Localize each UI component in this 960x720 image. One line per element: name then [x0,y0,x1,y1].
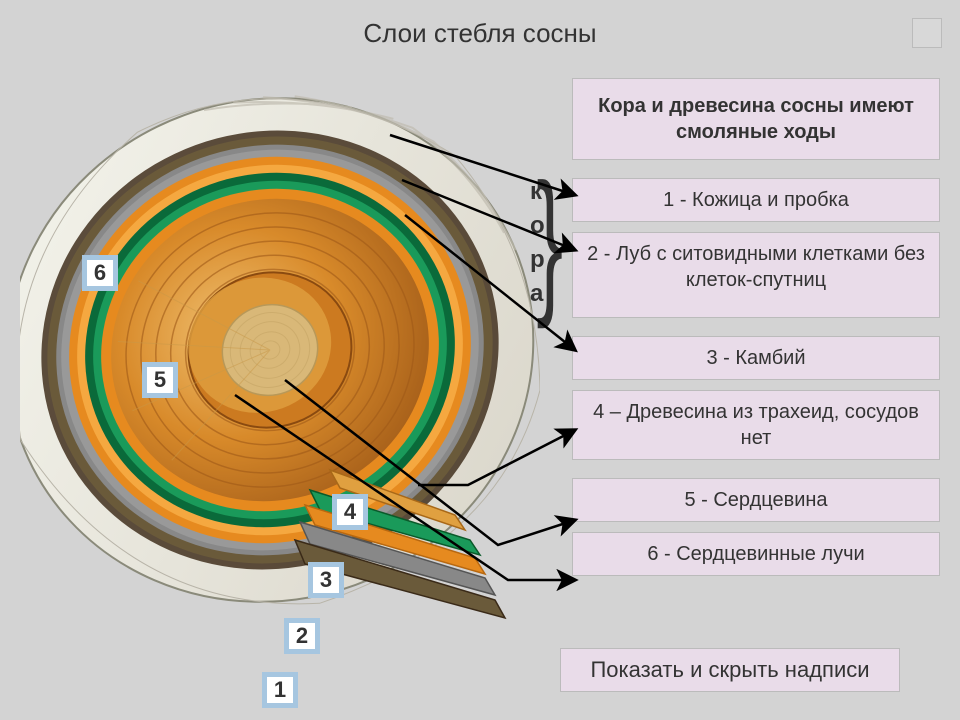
toggle-labels-button[interactable]: Показать и скрыть надписи [560,648,900,692]
kora-letter-a: а [530,280,543,308]
badge-2: 2 [284,618,320,654]
badge-4: 4 [332,494,368,530]
callout-1: 1 - Кожица и пробка [572,178,940,222]
callout-6: 6 - Сердцевинные лучи [572,532,940,576]
callout-3: 3 - Камбий [572,336,940,380]
kora-letter-k: к [530,178,542,206]
badge-1: 1 [262,672,298,708]
stem-diagram [20,60,540,680]
callout-column: Кора и древесина сосны имеют смоляные хо… [572,78,940,586]
corner-placeholder [912,18,942,48]
header-callout: Кора и древесина сосны имеют смоляные хо… [572,78,940,160]
callout-4: 4 – Древесина из трахеид, сосудов нет [572,390,940,460]
badge-6: 6 [82,255,118,291]
kora-letter-o: о [530,212,545,240]
stem-svg [20,60,540,680]
callout-2: 2 - Луб с ситовидными клетками без клето… [572,232,940,318]
page-title: Слои стебля сосны [0,18,960,49]
badge-3: 3 [308,562,344,598]
kora-letter-r: р [530,246,545,274]
badge-5: 5 [142,362,178,398]
callout-5: 5 - Сердцевина [572,478,940,522]
